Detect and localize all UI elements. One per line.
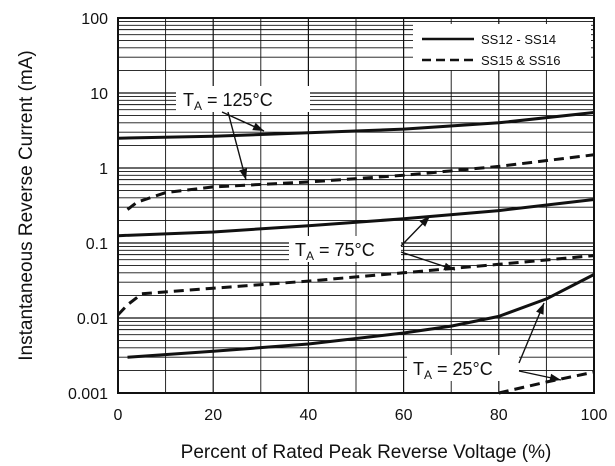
- grid: [118, 18, 594, 394]
- annotation-box: [176, 86, 310, 112]
- series-125-solid: [117, 111, 595, 140]
- legend-label: SS15 & SS16: [481, 53, 561, 68]
- annotation-arrowhead: [252, 122, 264, 131]
- x-tick-label: 60: [395, 407, 413, 424]
- legend-label: SS12 - SS14: [481, 32, 556, 47]
- tick-labels: 0 20 40 60 80 100 0.001 0.01 0.1 1 10 100: [68, 11, 607, 424]
- y-tick-label: 0.1: [86, 236, 108, 253]
- x-tick-label: 100: [581, 407, 608, 424]
- series-75-dashed: [116, 254, 595, 316]
- annotation-arrowhead: [239, 168, 248, 180]
- series-25-solid: [127, 273, 595, 359]
- y-tick-label: 0.01: [77, 311, 108, 328]
- y-axis-title: Instantaneous Reverse Current (mA): [16, 50, 37, 360]
- series-125-dashed: [126, 153, 595, 211]
- series-layer: [116, 111, 595, 395]
- x-tick-label: 40: [300, 407, 318, 424]
- annotation-box: [289, 236, 401, 262]
- legend-box: [413, 24, 591, 70]
- annotation-arrowhead: [549, 373, 561, 382]
- y-tick-label: 0.001: [68, 386, 108, 403]
- annotation-arrowhead: [419, 216, 430, 227]
- series-75-solid: [117, 198, 595, 238]
- y-tick-label: 10: [90, 86, 108, 103]
- x-tick-label: 80: [490, 407, 508, 424]
- x-tick-label: 20: [204, 407, 222, 424]
- y-tick-label: 100: [81, 11, 108, 28]
- annotation-box: [407, 355, 519, 381]
- plot-frame: [117, 17, 595, 394]
- series-25-dashed: [498, 370, 595, 395]
- y-tick-label: 1: [99, 161, 108, 178]
- annotation-arrowhead: [536, 303, 544, 315]
- annotation-label-125: TA = 125°C: [183, 90, 273, 113]
- x-tick-label: 0: [114, 407, 123, 424]
- x-axis-title: Percent of Rated Peak Reverse Voltage (%…: [181, 442, 552, 463]
- annotation-label-75: TA = 75°C: [295, 240, 375, 263]
- annotation-arrowhead: [443, 262, 455, 271]
- annotation-layer: TA = 125°C TA = 75°C TA = 25°C: [176, 86, 562, 382]
- annotation-arrow: [227, 111, 247, 181]
- annotation-label-25: TA = 25°C: [413, 359, 493, 382]
- legend: SS12 - SS14 SS15 & SS16: [413, 24, 591, 70]
